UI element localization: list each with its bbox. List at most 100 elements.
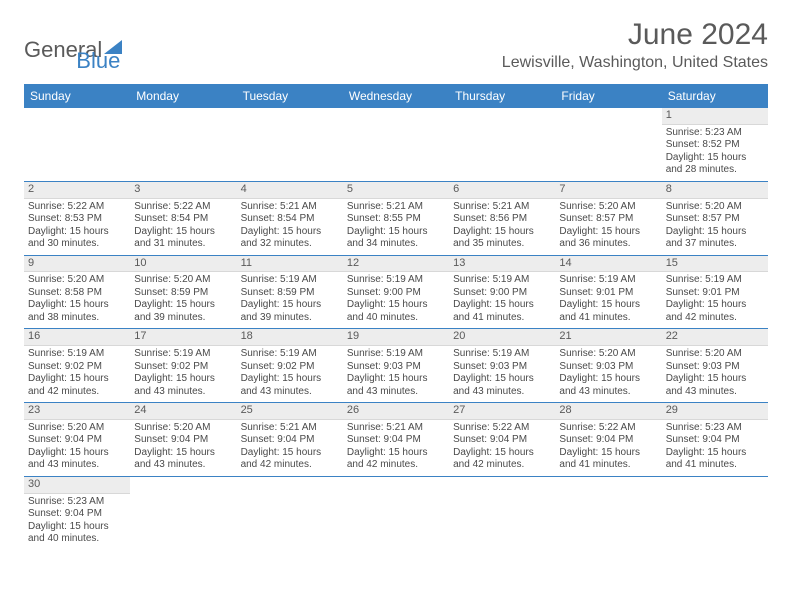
dl1-text: Daylight: 15 hours (347, 299, 445, 312)
sunset-text: Sunset: 9:04 PM (28, 508, 126, 521)
calendar-cell (555, 477, 661, 550)
calendar-cell: 11Sunrise: 5:19 AMSunset: 8:59 PMDayligh… (237, 256, 343, 329)
dl2-text: and 43 minutes. (134, 459, 232, 472)
sunset-text: Sunset: 9:04 PM (453, 434, 551, 447)
day-number: 15 (662, 256, 768, 273)
calendar-cell: 23Sunrise: 5:20 AMSunset: 9:04 PMDayligh… (24, 403, 130, 476)
calendar-cell: 15Sunrise: 5:19 AMSunset: 9:01 PMDayligh… (662, 256, 768, 329)
dl2-text: and 31 minutes. (134, 238, 232, 251)
calendar-cell (237, 108, 343, 181)
sunset-text: Sunset: 9:04 PM (28, 434, 126, 447)
calendar-cell (449, 108, 555, 181)
calendar-cell: 18Sunrise: 5:19 AMSunset: 9:02 PMDayligh… (237, 329, 343, 402)
day-number: 21 (555, 329, 661, 346)
dl2-text: and 41 minutes. (559, 312, 657, 325)
calendar-cell: 22Sunrise: 5:20 AMSunset: 9:03 PMDayligh… (662, 329, 768, 402)
dl2-text: and 43 minutes. (134, 386, 232, 399)
location-text: Lewisville, Washington, United States (502, 54, 768, 72)
day-number: 4 (237, 182, 343, 199)
day-number: 11 (237, 256, 343, 273)
calendar-cell (662, 477, 768, 550)
sunset-text: Sunset: 8:52 PM (666, 139, 764, 152)
dl2-text: and 40 minutes. (347, 312, 445, 325)
day-number: 14 (555, 256, 661, 273)
sunrise-text: Sunrise: 5:19 AM (347, 274, 445, 287)
dl1-text: Daylight: 15 hours (453, 299, 551, 312)
day-header-tuesday: Tuesday (237, 84, 343, 108)
dl1-text: Daylight: 15 hours (347, 447, 445, 460)
dl1-text: Daylight: 15 hours (28, 521, 126, 534)
day-number: 8 (662, 182, 768, 199)
dl2-text: and 32 minutes. (241, 238, 339, 251)
day-number: 28 (555, 403, 661, 420)
dl2-text: and 43 minutes. (453, 386, 551, 399)
calendar-cell (343, 108, 449, 181)
sunrise-text: Sunrise: 5:19 AM (28, 348, 126, 361)
sunset-text: Sunset: 9:03 PM (666, 361, 764, 374)
sunset-text: Sunset: 9:02 PM (241, 361, 339, 374)
calendar-cell: 3Sunrise: 5:22 AMSunset: 8:54 PMDaylight… (130, 182, 236, 255)
calendar-cell (24, 108, 130, 181)
sunset-text: Sunset: 9:02 PM (28, 361, 126, 374)
calendar-cell: 25Sunrise: 5:21 AMSunset: 9:04 PMDayligh… (237, 403, 343, 476)
calendar-cell (449, 477, 555, 550)
sunset-text: Sunset: 8:54 PM (134, 213, 232, 226)
dl1-text: Daylight: 15 hours (666, 373, 764, 386)
day-header-sunday: Sunday (24, 84, 130, 108)
calendar: Sunday Monday Tuesday Wednesday Thursday… (24, 84, 768, 550)
dl1-text: Daylight: 15 hours (666, 299, 764, 312)
sunrise-text: Sunrise: 5:20 AM (666, 348, 764, 361)
sunrise-text: Sunrise: 5:22 AM (559, 422, 657, 435)
day-number: 2 (24, 182, 130, 199)
calendar-cell: 16Sunrise: 5:19 AMSunset: 9:02 PMDayligh… (24, 329, 130, 402)
dl1-text: Daylight: 15 hours (241, 373, 339, 386)
sunrise-text: Sunrise: 5:21 AM (347, 422, 445, 435)
calendar-cell (130, 477, 236, 550)
sunrise-text: Sunrise: 5:22 AM (28, 201, 126, 214)
sunset-text: Sunset: 9:03 PM (453, 361, 551, 374)
calendar-cell: 1Sunrise: 5:23 AMSunset: 8:52 PMDaylight… (662, 108, 768, 181)
dl2-text: and 41 minutes. (453, 312, 551, 325)
sunrise-text: Sunrise: 5:20 AM (134, 274, 232, 287)
dl1-text: Daylight: 15 hours (241, 447, 339, 460)
calendar-cell: 10Sunrise: 5:20 AMSunset: 8:59 PMDayligh… (130, 256, 236, 329)
day-number: 10 (130, 256, 236, 273)
sunset-text: Sunset: 9:00 PM (347, 287, 445, 300)
day-number: 17 (130, 329, 236, 346)
dl2-text: and 34 minutes. (347, 238, 445, 251)
calendar-cell: 9Sunrise: 5:20 AMSunset: 8:58 PMDaylight… (24, 256, 130, 329)
day-number: 5 (343, 182, 449, 199)
day-number: 3 (130, 182, 236, 199)
dl1-text: Daylight: 15 hours (453, 447, 551, 460)
sunrise-text: Sunrise: 5:20 AM (28, 422, 126, 435)
dl2-text: and 41 minutes. (666, 459, 764, 472)
dl2-text: and 36 minutes. (559, 238, 657, 251)
calendar-cell (555, 108, 661, 181)
calendar-cell: 8Sunrise: 5:20 AMSunset: 8:57 PMDaylight… (662, 182, 768, 255)
day-header-wednesday: Wednesday (343, 84, 449, 108)
calendar-cell: 4Sunrise: 5:21 AMSunset: 8:54 PMDaylight… (237, 182, 343, 255)
calendar-cell: 17Sunrise: 5:19 AMSunset: 9:02 PMDayligh… (130, 329, 236, 402)
sunrise-text: Sunrise: 5:20 AM (134, 422, 232, 435)
dl1-text: Daylight: 15 hours (241, 226, 339, 239)
sunrise-text: Sunrise: 5:19 AM (666, 274, 764, 287)
dl1-text: Daylight: 15 hours (559, 447, 657, 460)
calendar-cell: 24Sunrise: 5:20 AMSunset: 9:04 PMDayligh… (130, 403, 236, 476)
sunrise-text: Sunrise: 5:19 AM (453, 274, 551, 287)
dl1-text: Daylight: 15 hours (28, 226, 126, 239)
day-number: 26 (343, 403, 449, 420)
day-header-thursday: Thursday (449, 84, 555, 108)
sunset-text: Sunset: 8:53 PM (28, 213, 126, 226)
dl1-text: Daylight: 15 hours (134, 299, 232, 312)
dl1-text: Daylight: 15 hours (453, 373, 551, 386)
dl2-text: and 39 minutes. (241, 312, 339, 325)
day-header-monday: Monday (130, 84, 236, 108)
dl2-text: and 43 minutes. (28, 459, 126, 472)
dl2-text: and 28 minutes. (666, 164, 764, 177)
dl2-text: and 42 minutes. (347, 459, 445, 472)
sunset-text: Sunset: 9:01 PM (666, 287, 764, 300)
day-number: 9 (24, 256, 130, 273)
sunset-text: Sunset: 9:04 PM (241, 434, 339, 447)
day-number: 23 (24, 403, 130, 420)
day-number: 16 (24, 329, 130, 346)
